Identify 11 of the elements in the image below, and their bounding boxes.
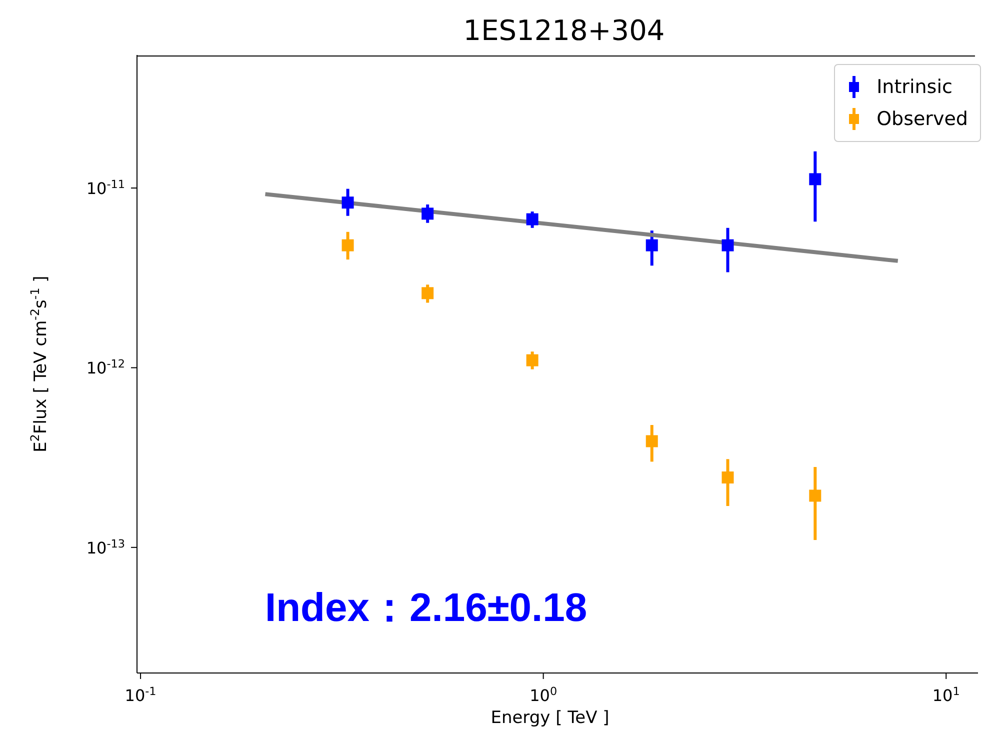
legend-label: Observed xyxy=(876,107,968,132)
legend-label: Intrinsic xyxy=(876,75,952,100)
y-tick-label: 10$^{-12}$ xyxy=(86,357,125,378)
x-tick-label: 10$^{1}$ xyxy=(932,684,960,705)
x-axis-title: Energy [ TeV ] xyxy=(490,708,610,728)
chart-title: 1ES1218+304 xyxy=(462,14,666,47)
x-tick-label: 10$^{0}$ xyxy=(530,684,558,705)
y-tick-label: 10$^{-11}$ xyxy=(86,178,125,198)
y-tick-label: 10$^{-13}$ xyxy=(86,536,125,558)
annotation: Index：2.16±0.18 xyxy=(265,585,588,632)
x-tick-label: 10$^{-1}$ xyxy=(124,684,156,705)
